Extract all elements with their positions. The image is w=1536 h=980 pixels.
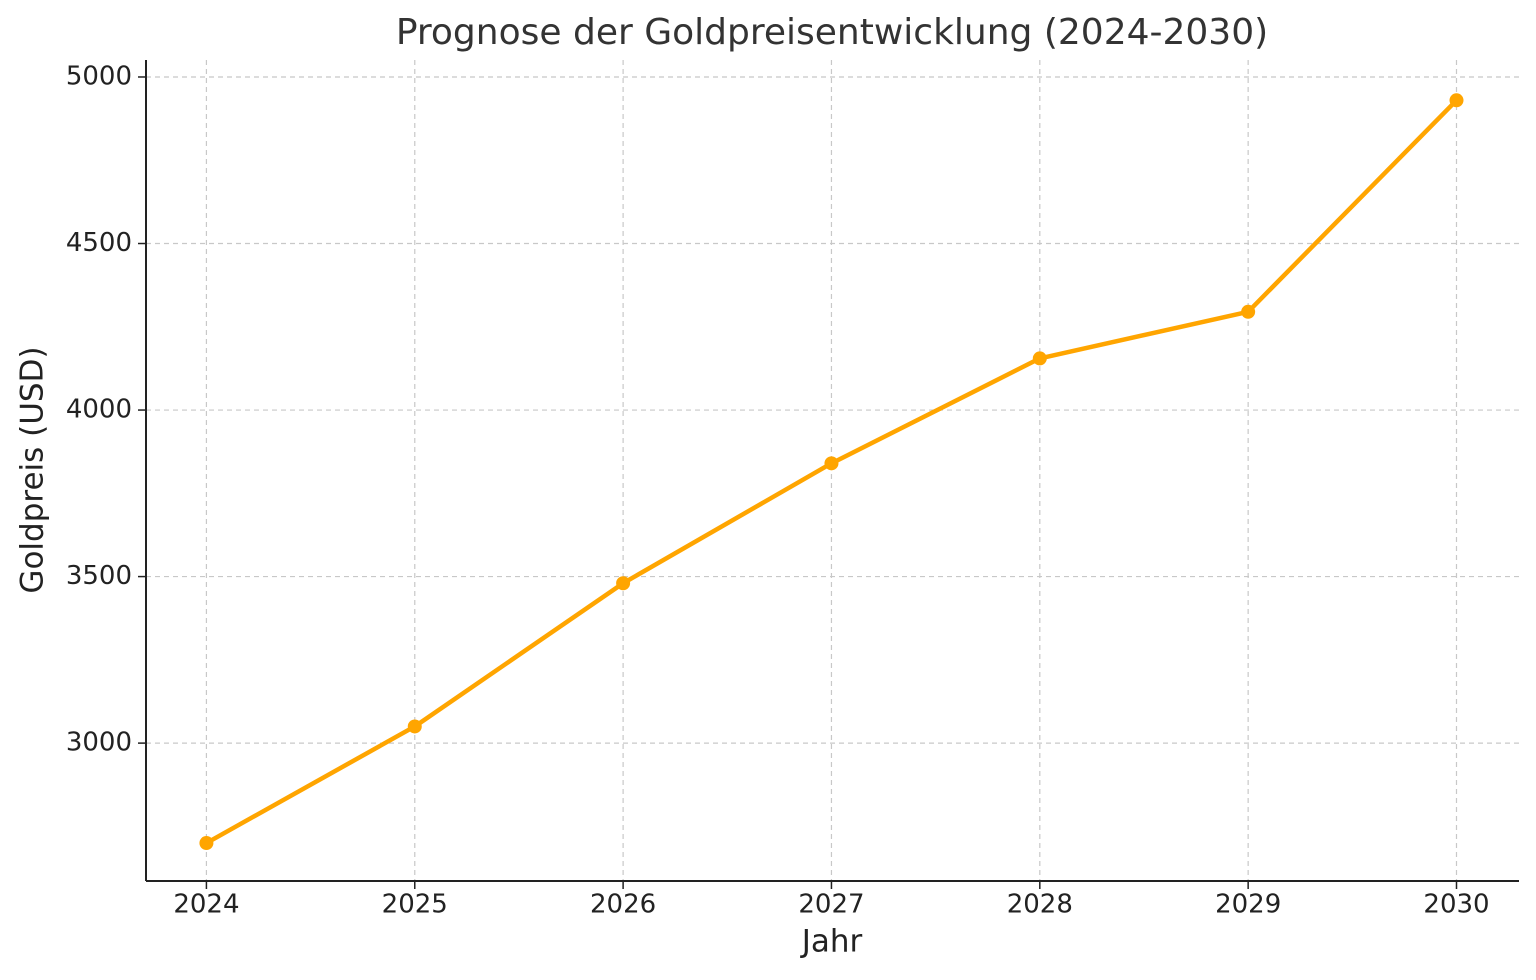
x-tick-label: 2024 bbox=[173, 890, 239, 920]
y-tick-label: 5000 bbox=[66, 61, 132, 91]
chart-title: Prognose der Goldpreisentwicklung (2024-… bbox=[396, 12, 1268, 53]
x-tick-label: 2030 bbox=[1423, 890, 1489, 920]
x-tick-label: 2028 bbox=[1007, 890, 1073, 920]
x-tick-label: 2025 bbox=[382, 890, 448, 920]
y-tick-label: 4000 bbox=[66, 395, 132, 425]
y-tick-label: 3500 bbox=[66, 561, 132, 591]
marker bbox=[1241, 304, 1256, 319]
marker bbox=[616, 576, 631, 591]
x-tick-label: 2027 bbox=[798, 890, 864, 920]
line bbox=[205, 98, 1459, 845]
marker bbox=[824, 456, 839, 471]
x-tick-label: 2029 bbox=[1215, 890, 1281, 920]
marker bbox=[1449, 93, 1464, 108]
marker bbox=[199, 836, 214, 851]
marker bbox=[407, 719, 422, 734]
marker bbox=[1032, 351, 1047, 366]
x-axis-label: Jahr bbox=[800, 924, 863, 960]
x-tick-label: 2026 bbox=[590, 890, 656, 920]
y-tick-label: 4500 bbox=[66, 228, 132, 258]
y-axis-label: Goldpreis (USD) bbox=[15, 346, 51, 593]
y-tick-label: 3000 bbox=[66, 728, 132, 758]
